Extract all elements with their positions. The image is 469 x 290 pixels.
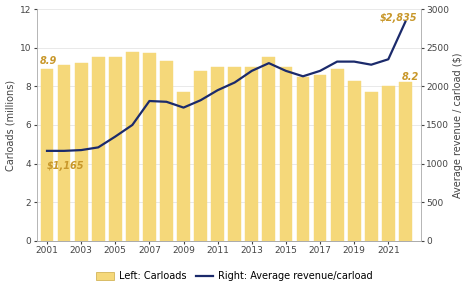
Legend: Left: Carloads, Right: Average revenue/carload: Left: Carloads, Right: Average revenue/c… xyxy=(92,267,377,285)
Bar xyxy=(92,57,105,241)
Bar xyxy=(296,77,310,241)
Bar xyxy=(143,53,156,241)
Bar xyxy=(126,52,139,241)
Bar xyxy=(263,57,275,241)
Y-axis label: Carloads (millions): Carloads (millions) xyxy=(6,79,15,171)
Bar xyxy=(194,71,207,241)
Y-axis label: Average revenue / carload ($): Average revenue / carload ($) xyxy=(454,52,463,198)
Bar xyxy=(331,69,343,241)
Bar xyxy=(245,67,258,241)
Bar xyxy=(280,67,292,241)
Bar xyxy=(75,63,88,241)
Text: 8.2: 8.2 xyxy=(402,72,419,81)
Bar xyxy=(177,92,190,241)
Bar xyxy=(365,92,378,241)
Text: $1,165: $1,165 xyxy=(47,161,84,171)
Bar xyxy=(211,67,224,241)
Bar xyxy=(109,57,121,241)
Bar xyxy=(160,61,173,241)
Bar xyxy=(382,86,395,241)
Text: $2,835: $2,835 xyxy=(380,12,417,23)
Bar xyxy=(58,65,70,241)
Bar xyxy=(314,75,326,241)
Bar xyxy=(348,81,361,241)
Bar xyxy=(228,67,241,241)
Bar xyxy=(41,69,53,241)
Text: 8.9: 8.9 xyxy=(39,56,57,66)
Bar xyxy=(399,82,412,241)
